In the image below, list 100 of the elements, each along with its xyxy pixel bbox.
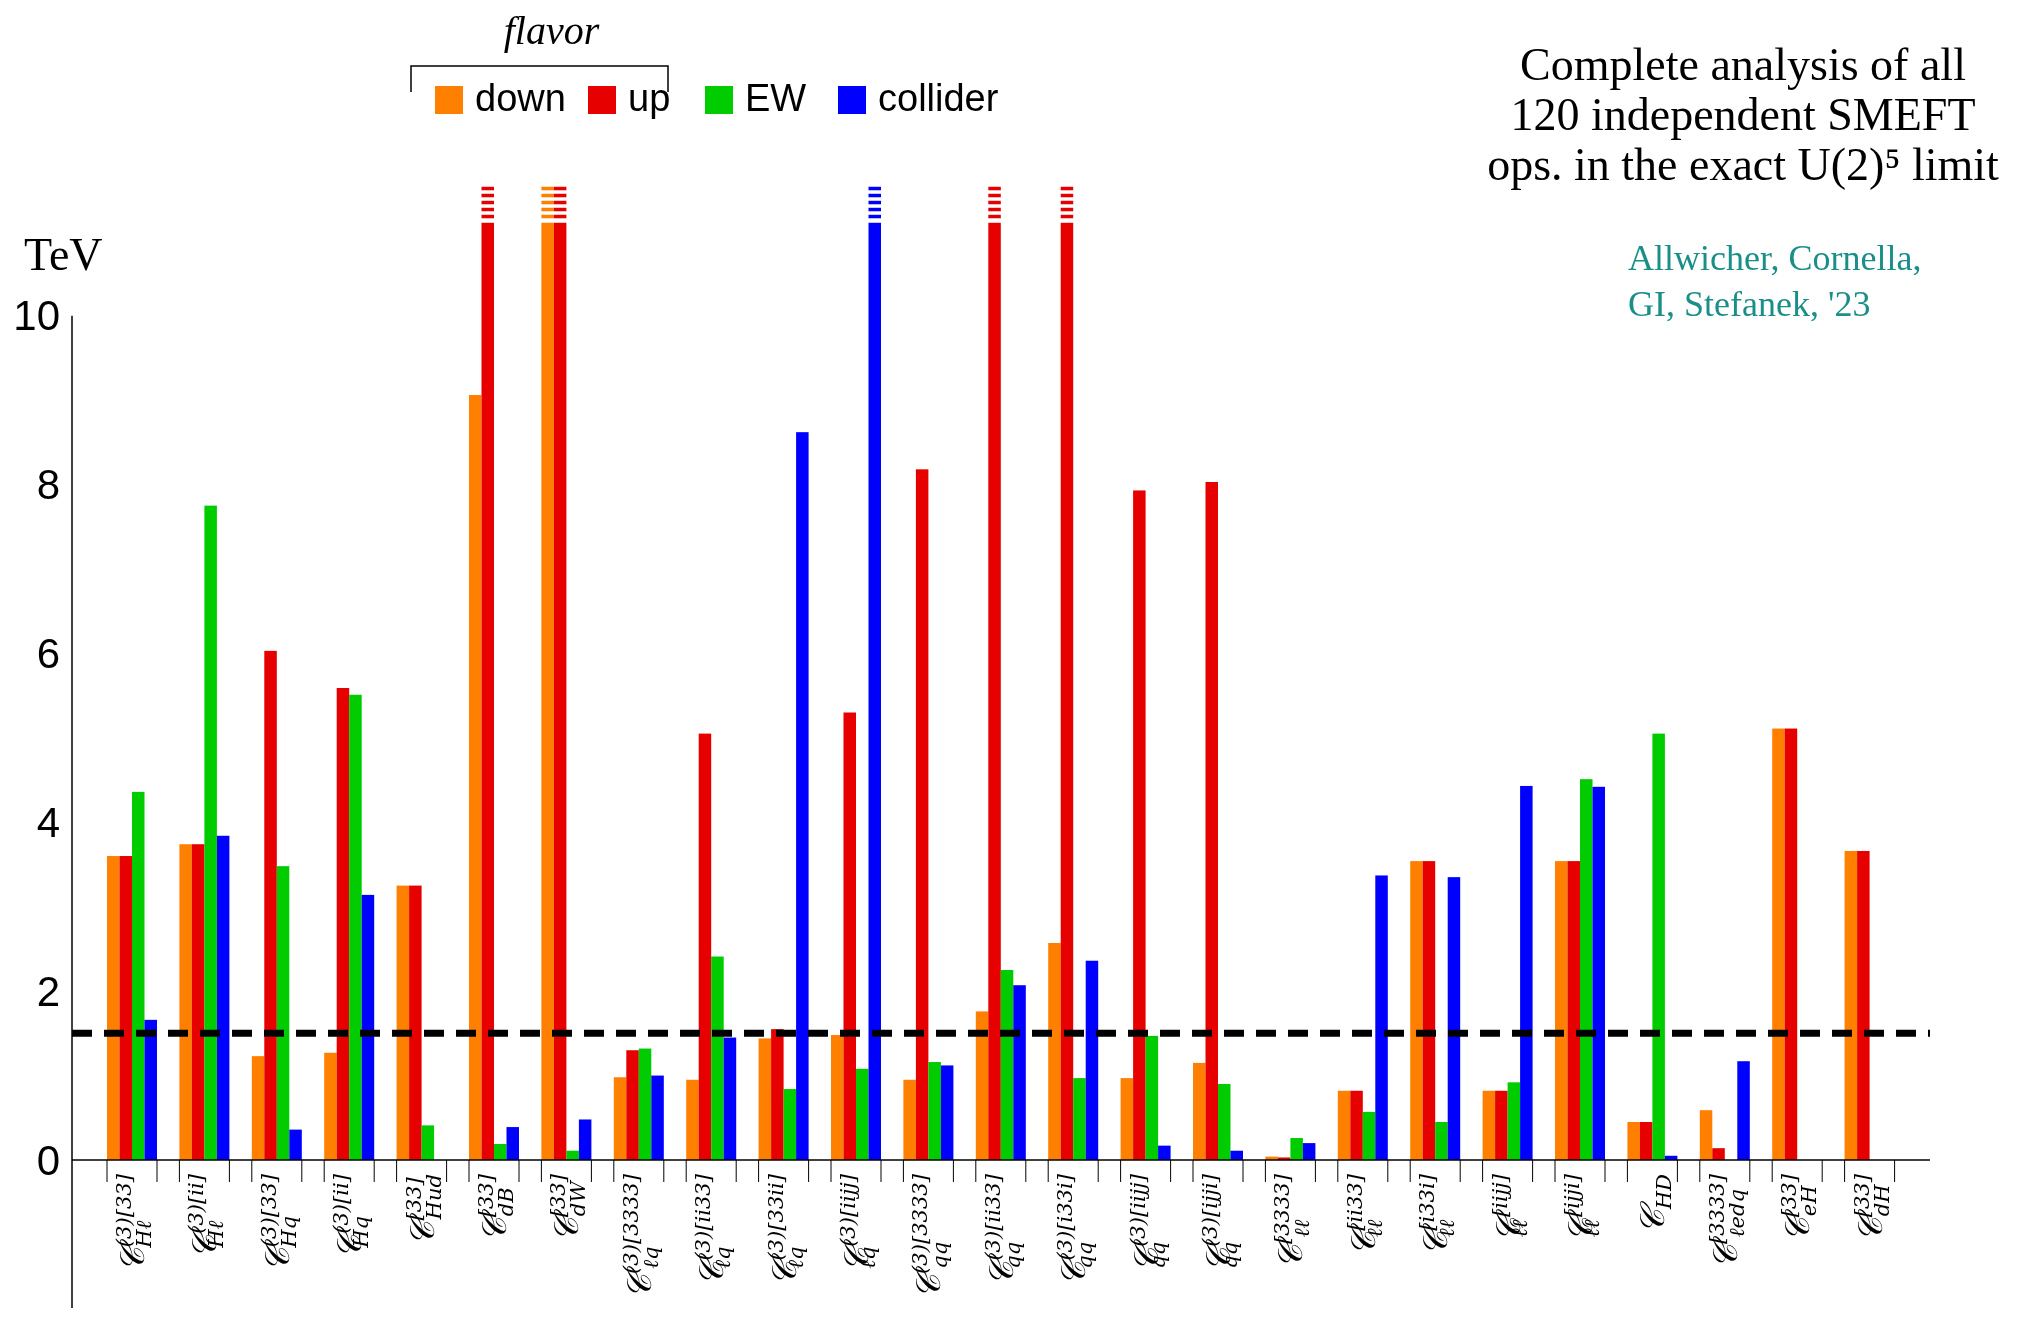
- bar: [711, 956, 724, 1160]
- bar: [553, 222, 567, 1160]
- bar: [783, 1089, 797, 1160]
- bar: [975, 1011, 989, 1160]
- bar: [107, 856, 120, 1160]
- bar: [1120, 1078, 1134, 1160]
- bar: [1290, 1138, 1303, 1160]
- bar: [506, 1127, 519, 1160]
- bar: [1737, 1061, 1750, 1160]
- bar: [1435, 1122, 1448, 1160]
- bar: [541, 222, 554, 1160]
- bar: [1375, 875, 1388, 1160]
- bar: [1507, 1082, 1521, 1160]
- bar: [396, 885, 410, 1160]
- bar: [132, 791, 145, 1160]
- bar: [1482, 1090, 1496, 1160]
- bar: [1495, 1090, 1508, 1160]
- bar: [251, 1056, 265, 1161]
- bar: [1000, 970, 1014, 1160]
- bar: [494, 1143, 507, 1160]
- y-axis-title: TeV: [24, 229, 103, 280]
- bar: [1447, 877, 1461, 1160]
- bar: [1073, 1078, 1086, 1160]
- bar: [1639, 1122, 1653, 1160]
- legend-label: collider: [878, 77, 999, 119]
- legend-label: up: [628, 77, 671, 119]
- bar: [1350, 1090, 1363, 1160]
- bar: [856, 1068, 869, 1160]
- bar: [144, 1019, 157, 1160]
- bar: [686, 1079, 699, 1160]
- bar: [179, 844, 192, 1160]
- bar: [119, 856, 132, 1160]
- bar: [1844, 850, 1858, 1160]
- bar: [988, 222, 1001, 1160]
- y-tick-label: 2: [36, 967, 60, 1015]
- legend-label: down: [475, 77, 566, 119]
- bar: [264, 650, 277, 1160]
- bar: [216, 835, 230, 1160]
- bar: [1410, 861, 1423, 1160]
- bar: [1580, 779, 1593, 1160]
- bar: [421, 1125, 435, 1160]
- bar: [928, 1062, 941, 1160]
- bar: [1013, 985, 1026, 1160]
- legend-label: EW: [745, 77, 807, 119]
- y-tick-label: 4: [36, 798, 60, 846]
- bar: [1193, 1062, 1206, 1160]
- bar: [191, 844, 205, 1160]
- bar: [1652, 733, 1665, 1160]
- bar: [1145, 1035, 1159, 1160]
- bar: [204, 505, 217, 1160]
- bar: [1085, 960, 1099, 1160]
- bar: [1857, 850, 1870, 1160]
- bar: [1772, 728, 1785, 1160]
- bar: [638, 1048, 652, 1160]
- bar: [1520, 785, 1533, 1160]
- y-tick-label: 8: [36, 461, 60, 509]
- bar: [566, 1150, 579, 1160]
- bar: [1699, 1110, 1713, 1160]
- bar: [1060, 222, 1074, 1160]
- bar: [469, 395, 482, 1160]
- bar: [613, 1077, 627, 1160]
- bar: [336, 688, 350, 1160]
- bar: [1302, 1143, 1316, 1160]
- bar: [324, 1052, 337, 1160]
- bar: [698, 733, 712, 1160]
- chart-title: Complete analysis of all 120 independent SMEFT ops. in the exact U(2)⁵ limit: [1487, 39, 2000, 190]
- bar: [1133, 490, 1146, 1160]
- y-tick-label: 6: [36, 630, 60, 678]
- bar: [361, 894, 375, 1160]
- bar: [349, 694, 362, 1160]
- bar: [1784, 728, 1798, 1160]
- bar: [651, 1075, 664, 1160]
- bar: [276, 866, 290, 1160]
- annotation: Allwicher, Cornella, GI, Stefanek, '23: [1628, 238, 1922, 324]
- bar: [1422, 861, 1436, 1160]
- bar: [1627, 1122, 1640, 1160]
- bar: [723, 1037, 737, 1160]
- bar: [796, 432, 809, 1160]
- bar: [843, 712, 856, 1160]
- bar: [771, 1029, 784, 1160]
- bar: [940, 1065, 954, 1160]
- bar: [1555, 861, 1568, 1160]
- bar: [626, 1050, 639, 1160]
- bar: [1158, 1145, 1171, 1160]
- bar: [1218, 1084, 1231, 1160]
- bar: [868, 222, 881, 1160]
- legend-title: flavor: [503, 8, 600, 53]
- bar: [915, 469, 929, 1160]
- bar: [1205, 481, 1218, 1160]
- bar: [1592, 786, 1605, 1160]
- bar: [758, 1038, 772, 1160]
- bar: [481, 222, 494, 1160]
- bar: [1712, 1148, 1725, 1160]
- bar: [831, 1035, 844, 1160]
- y-tick-label: 10: [13, 292, 60, 340]
- bar: [1362, 1111, 1376, 1160]
- bar: [578, 1119, 592, 1160]
- bar: [903, 1079, 916, 1160]
- bar: [289, 1129, 302, 1160]
- bar: [409, 885, 422, 1160]
